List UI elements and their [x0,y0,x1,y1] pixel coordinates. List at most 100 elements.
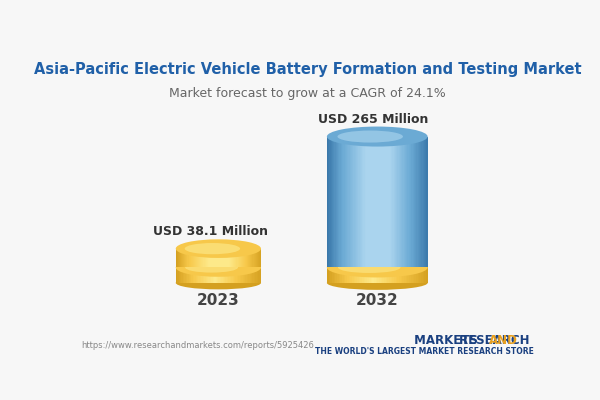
Polygon shape [407,136,409,268]
Polygon shape [327,136,328,268]
Polygon shape [181,268,183,283]
Polygon shape [338,136,340,268]
Polygon shape [247,249,248,268]
Ellipse shape [327,258,428,278]
Polygon shape [396,268,397,283]
Polygon shape [377,136,379,268]
Polygon shape [368,136,370,268]
Polygon shape [257,249,258,268]
Polygon shape [251,268,253,283]
Polygon shape [344,268,346,283]
Polygon shape [342,136,343,268]
Polygon shape [196,268,197,283]
Polygon shape [185,268,187,283]
Polygon shape [357,136,358,268]
Polygon shape [418,136,419,268]
Polygon shape [344,136,346,268]
Polygon shape [395,136,396,268]
Polygon shape [228,249,229,268]
Polygon shape [242,268,244,283]
Polygon shape [177,249,178,268]
Polygon shape [254,249,256,268]
Polygon shape [404,268,406,283]
Polygon shape [334,268,335,283]
Polygon shape [220,268,221,283]
Polygon shape [191,249,192,268]
Polygon shape [226,249,227,268]
Polygon shape [373,136,375,268]
Polygon shape [361,268,362,283]
Polygon shape [372,136,373,268]
Polygon shape [196,249,197,268]
Polygon shape [366,136,367,268]
Polygon shape [188,249,190,268]
Text: MARKETS: MARKETS [410,334,478,348]
Polygon shape [202,268,203,283]
Polygon shape [245,249,246,268]
Polygon shape [248,249,249,268]
Polygon shape [211,268,212,283]
Polygon shape [206,268,207,283]
Polygon shape [227,249,228,268]
Polygon shape [250,249,251,268]
Polygon shape [371,136,372,268]
Polygon shape [237,268,238,283]
Polygon shape [260,268,261,283]
Polygon shape [386,268,388,283]
Polygon shape [332,136,333,268]
Text: 2032: 2032 [356,293,398,308]
Polygon shape [374,268,376,283]
Polygon shape [413,268,414,283]
Polygon shape [199,268,200,283]
Polygon shape [179,268,180,283]
Polygon shape [244,249,245,268]
Polygon shape [399,268,401,283]
Polygon shape [238,249,239,268]
Polygon shape [391,268,392,283]
Polygon shape [403,136,404,268]
Ellipse shape [185,262,238,272]
Text: 2023: 2023 [197,293,240,308]
Polygon shape [207,268,208,283]
Polygon shape [214,268,215,283]
Polygon shape [231,268,233,283]
Polygon shape [370,136,371,268]
Polygon shape [239,268,241,283]
Polygon shape [406,136,407,268]
Polygon shape [371,268,372,283]
Ellipse shape [176,239,261,258]
Polygon shape [230,249,231,268]
Polygon shape [369,268,371,283]
Polygon shape [403,268,404,283]
Polygon shape [215,249,216,268]
Polygon shape [330,268,332,283]
Polygon shape [348,136,350,268]
Polygon shape [243,249,244,268]
Polygon shape [329,268,330,283]
Polygon shape [195,249,196,268]
Polygon shape [379,268,380,283]
Polygon shape [233,268,234,283]
Polygon shape [354,268,355,283]
Polygon shape [380,136,381,268]
Polygon shape [182,249,183,268]
Polygon shape [400,136,401,268]
Polygon shape [362,136,364,268]
Polygon shape [329,136,331,268]
Text: AND: AND [488,334,518,348]
Polygon shape [367,136,368,268]
Polygon shape [256,249,257,268]
Polygon shape [383,136,385,268]
Polygon shape [253,249,254,268]
Polygon shape [249,249,250,268]
Polygon shape [385,136,386,268]
Polygon shape [229,268,230,283]
Polygon shape [202,249,203,268]
Polygon shape [218,268,220,283]
Polygon shape [217,268,218,283]
Polygon shape [365,136,366,268]
Polygon shape [213,249,214,268]
Polygon shape [347,268,349,283]
Polygon shape [332,268,334,283]
Ellipse shape [338,262,400,273]
